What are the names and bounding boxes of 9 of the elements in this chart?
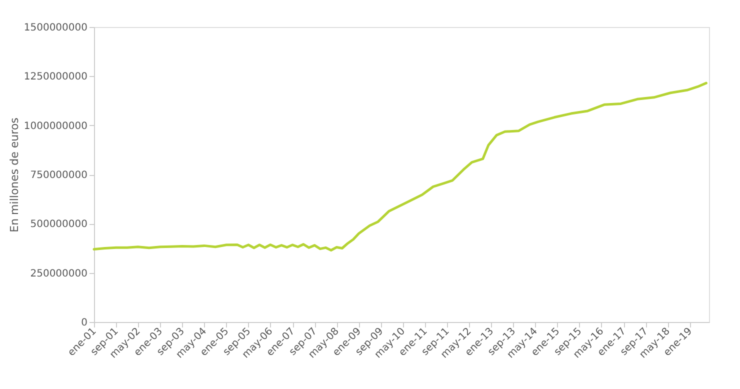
- y-tick-label: 1250000000: [24, 72, 88, 83]
- y-tick-label: 500000000: [30, 219, 88, 230]
- y-tick-label: 0: [81, 318, 88, 328]
- y-tick-label: 750000000: [30, 170, 88, 181]
- y-tick-label: 1000000000: [24, 120, 88, 132]
- y-tick-label: 1500000000: [24, 22, 88, 34]
- y-tick-label: 250000000: [30, 268, 88, 280]
- y-axis-title: En millones de euros: [8, 117, 21, 232]
- line-series: [92, 82, 708, 252]
